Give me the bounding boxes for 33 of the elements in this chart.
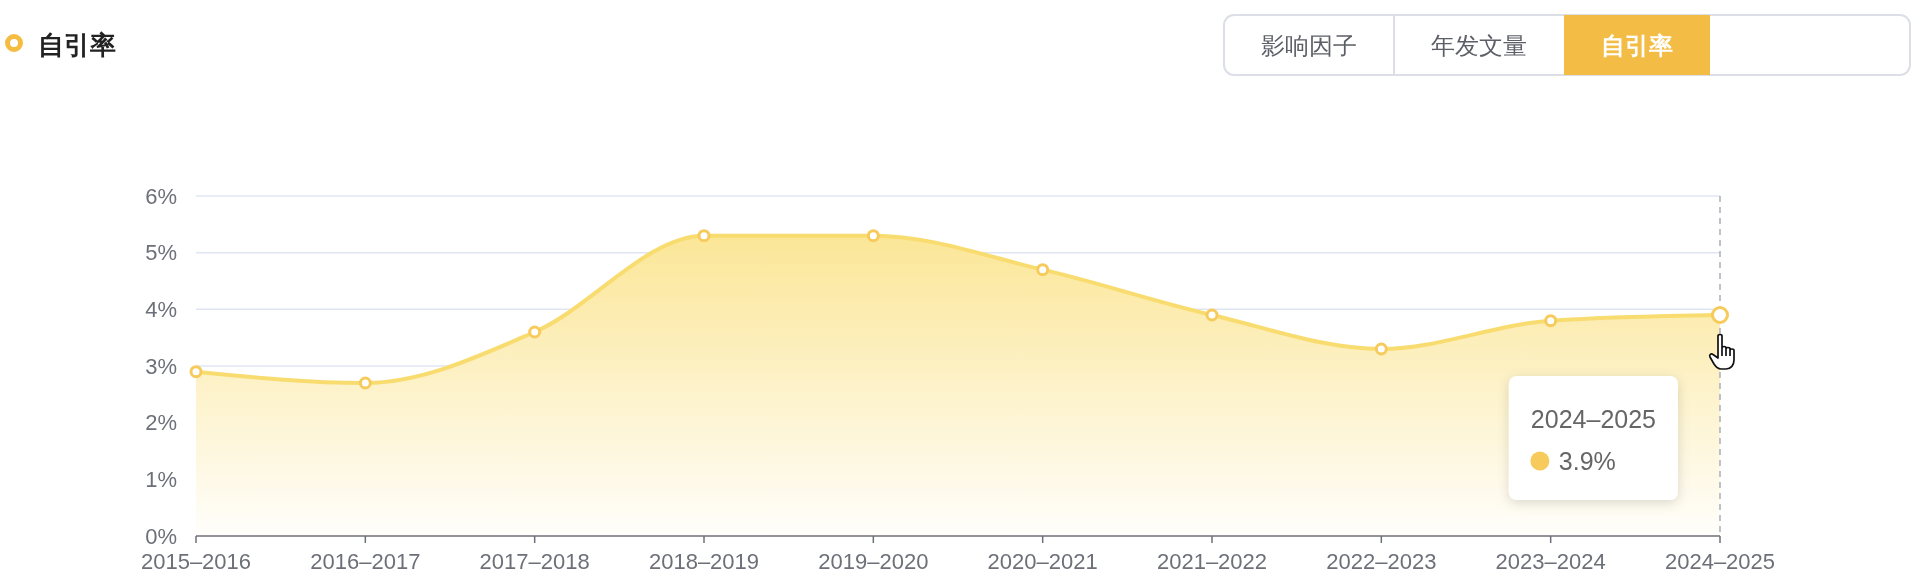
point	[189, 365, 203, 379]
point	[1205, 308, 1219, 322]
button-label: 自引率	[1601, 31, 1673, 59]
x-tick-label: 2022–2023	[1326, 549, 1437, 574]
x-tick-label: 2018–2019	[648, 549, 760, 574]
point	[866, 229, 880, 243]
y-tick-label: 4%	[145, 296, 177, 322]
x-tick-label: 2016–2017	[310, 549, 421, 574]
y-tick-label: 3%	[145, 353, 177, 379]
point	[528, 325, 542, 339]
x-tick-label: 2021–2022	[1156, 549, 1268, 574]
button-label: 年发文量	[1431, 31, 1527, 59]
y-tick-label: 2%	[145, 410, 177, 436]
y-tick-label: 0%	[145, 523, 177, 549]
x-tick-label: 2015–2016	[140, 549, 252, 574]
x-tick-label: 2019–2020	[818, 549, 929, 574]
point	[1374, 342, 1388, 356]
point	[1544, 314, 1558, 328]
y-tick-label: 1%	[145, 466, 177, 492]
y-tick-label: 5%	[145, 240, 177, 266]
annotation: 3.9%	[1558, 447, 1616, 475]
x-tick-label: 2023–2024	[1495, 549, 1606, 574]
point	[1036, 263, 1050, 277]
button-label: 影响因子	[1261, 31, 1357, 59]
chart-title: 自引率	[38, 30, 116, 60]
tooltip: 2024–2025 3.9%	[1508, 376, 1678, 500]
x-tick-label: 2024–2025	[1664, 549, 1776, 574]
point	[358, 376, 372, 390]
x-tick-label: 2017–2018	[479, 549, 590, 574]
y-tick-label: 6%	[145, 183, 177, 209]
x-tick-label: 2020–2021	[987, 549, 1098, 574]
point	[697, 229, 711, 243]
annotation: 2024–2025	[1530, 405, 1656, 433]
